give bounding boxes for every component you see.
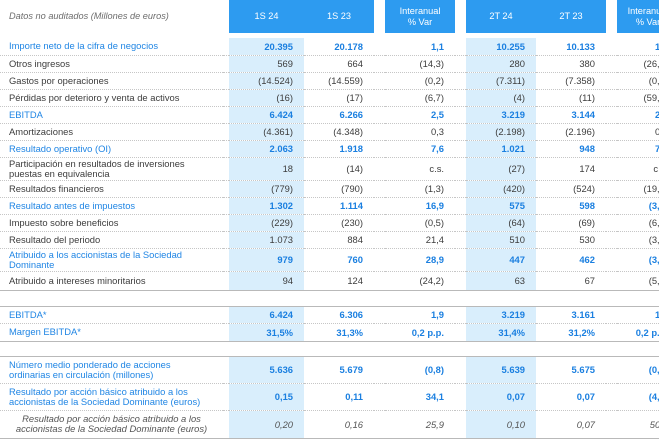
col-header-var-2t: Interanual% Var bbox=[617, 0, 659, 33]
table-row: Impuesto sobre beneficios (229) (230) (0,… bbox=[0, 214, 659, 232]
table-row: Importe neto de la cifra de negocios 20.… bbox=[0, 38, 659, 56]
table-row: Número medio ponderado de acciones ordina… bbox=[0, 355, 659, 384]
table-row: Participación en resultados de inversion… bbox=[0, 157, 659, 181]
table-row: Amortizaciones (4.361) (4.348) 0,3 (2.198… bbox=[0, 123, 659, 141]
table-row: Margen EBITDA* 31,5% 31,3% 0,2 p.p. 31,4%… bbox=[0, 323, 659, 342]
table-row: Resultado por acción básico atribuido a … bbox=[0, 383, 659, 411]
col-header-2t23: 2T 23 bbox=[536, 0, 606, 33]
table-row: Resultado operativo (OI) 2.063 1.918 7,6 … bbox=[0, 140, 659, 158]
header-row: Datos no auditados (Millones de euros) 1… bbox=[0, 0, 659, 33]
table-row: Atribuido a intereses minoritarios 94 124… bbox=[0, 271, 659, 291]
col-header-1s24: 1S 24 bbox=[229, 0, 304, 33]
table-row: Gastos por operaciones (14.524) (14.559) … bbox=[0, 72, 659, 90]
table-row: Resultado por acción básico atribuido a … bbox=[0, 410, 659, 439]
table-row: Resultado del periodo 1.073 884 21,4 510 5… bbox=[0, 231, 659, 249]
table-row: Atribuido a los accionistas de la Socied… bbox=[0, 248, 659, 272]
table-row: Pérdidas por deterioro y venta de activo… bbox=[0, 89, 659, 107]
col-header-var-1s: Interanual% Var bbox=[385, 0, 455, 33]
units-label: Datos no auditados (Millones de euros) bbox=[0, 0, 223, 33]
col-header-2t24: 2T 24 bbox=[466, 0, 536, 33]
table-row: Resultado antes de impuestos 1.302 1.114 … bbox=[0, 197, 659, 215]
col-header-1s23: 1S 23 bbox=[304, 0, 374, 33]
table-row: Resultados financieros (779) (790) (1,3) … bbox=[0, 180, 659, 198]
